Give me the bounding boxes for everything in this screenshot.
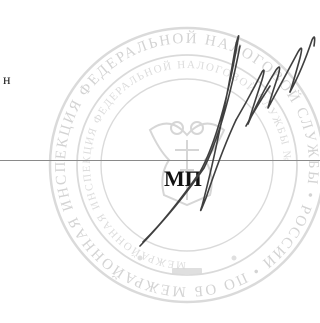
stamp-place-label: МП <box>164 166 202 191</box>
seal-ring-text: МЕЖРАЙОННАЯ ИНСПЕКЦИЯ ФЕДЕРАЛЬНОЙ НАЛОГО… <box>0 0 319 299</box>
signature-line <box>0 160 320 161</box>
seal-emblem-icon <box>148 121 226 207</box>
cut-off-text-fragment: н <box>3 73 11 88</box>
